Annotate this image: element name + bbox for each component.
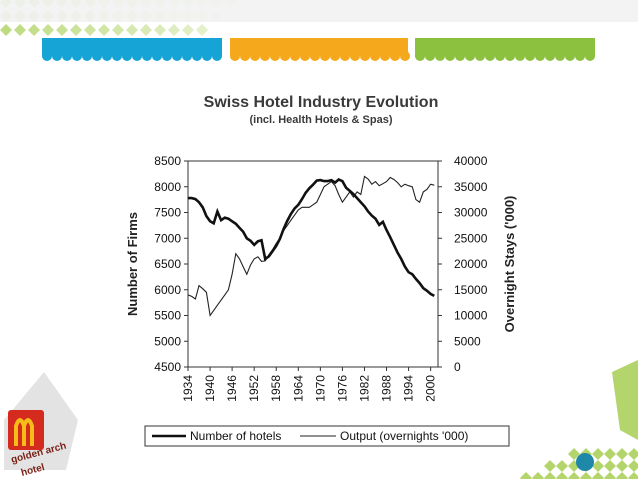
right-tick-label: 20000: [454, 257, 488, 271]
x-tick-label: 1940: [203, 375, 217, 402]
chart-subtitle: (incl. Health Hotels & Spas): [249, 114, 392, 126]
right-axis-ticks: 0 5000 10000 15000 20000 25000 30000 35000 40000: [438, 154, 488, 374]
x-tick-label: 1982: [357, 375, 371, 402]
left-tick-label: 4500: [154, 360, 181, 374]
right-tick-label: 5000: [454, 334, 481, 348]
left-tick-label: 5500: [154, 309, 181, 323]
left-tick-label: 8000: [154, 180, 181, 194]
right-tick-label: 35000: [454, 180, 488, 194]
y-left-axis-label: Number of Firms: [125, 212, 140, 316]
left-tick-label: 7000: [154, 231, 181, 245]
green-pattern-bottom-right: [520, 360, 638, 479]
x-tick-label: 1970: [313, 375, 327, 402]
x-tick-label: 1934: [181, 375, 195, 402]
x-axis-ticks: 1934 1940 1946 1952 1958 1964 1970 1976 1982 1988…: [181, 367, 438, 402]
y-right-axis-label: Overnight Stays ('000): [502, 196, 517, 333]
series-line-output: [187, 175, 435, 317]
chart-title: Swiss Hotel Industry Evolution: [204, 94, 439, 111]
right-tick-label: 25000: [454, 231, 488, 245]
right-tick-label: 0: [454, 360, 461, 374]
x-tick-label: 1964: [291, 375, 305, 402]
legend-label-hotels: Number of hotels: [190, 429, 281, 443]
right-tick-label: 10000: [454, 309, 488, 323]
x-tick-label: 1958: [269, 375, 283, 402]
x-tick-label: 1994: [402, 375, 416, 402]
x-tick-label: 1976: [335, 375, 349, 402]
x-tick-label: 1952: [247, 375, 261, 402]
legend-label-output: Output (overnights '000): [340, 429, 468, 443]
left-tick-label: 7500: [154, 206, 181, 220]
left-tick-label: 5000: [154, 334, 181, 348]
teal-dot-icon: [576, 453, 594, 471]
right-tick-label: 40000: [454, 154, 488, 168]
left-tick-label: 6500: [154, 257, 181, 271]
legend: Number of hotels Output (overnights '000…: [144, 425, 510, 447]
left-axis-ticks: 4500 5000 5500 6000 6500 7000 7500 8000 8500: [154, 154, 188, 374]
right-tick-label: 15000: [454, 283, 488, 297]
right-tick-label: 30000: [454, 206, 488, 220]
top-gradient-strip: [0, 0, 638, 22]
plot-frame: [187, 160, 439, 368]
left-tick-label: 6000: [154, 283, 181, 297]
x-tick-label: 1946: [225, 375, 239, 402]
left-tick-label: 8500: [154, 154, 181, 168]
x-tick-label: 1988: [380, 375, 394, 402]
series-line-hotels: [188, 177, 435, 298]
x-tick-label: 2000: [424, 375, 438, 402]
